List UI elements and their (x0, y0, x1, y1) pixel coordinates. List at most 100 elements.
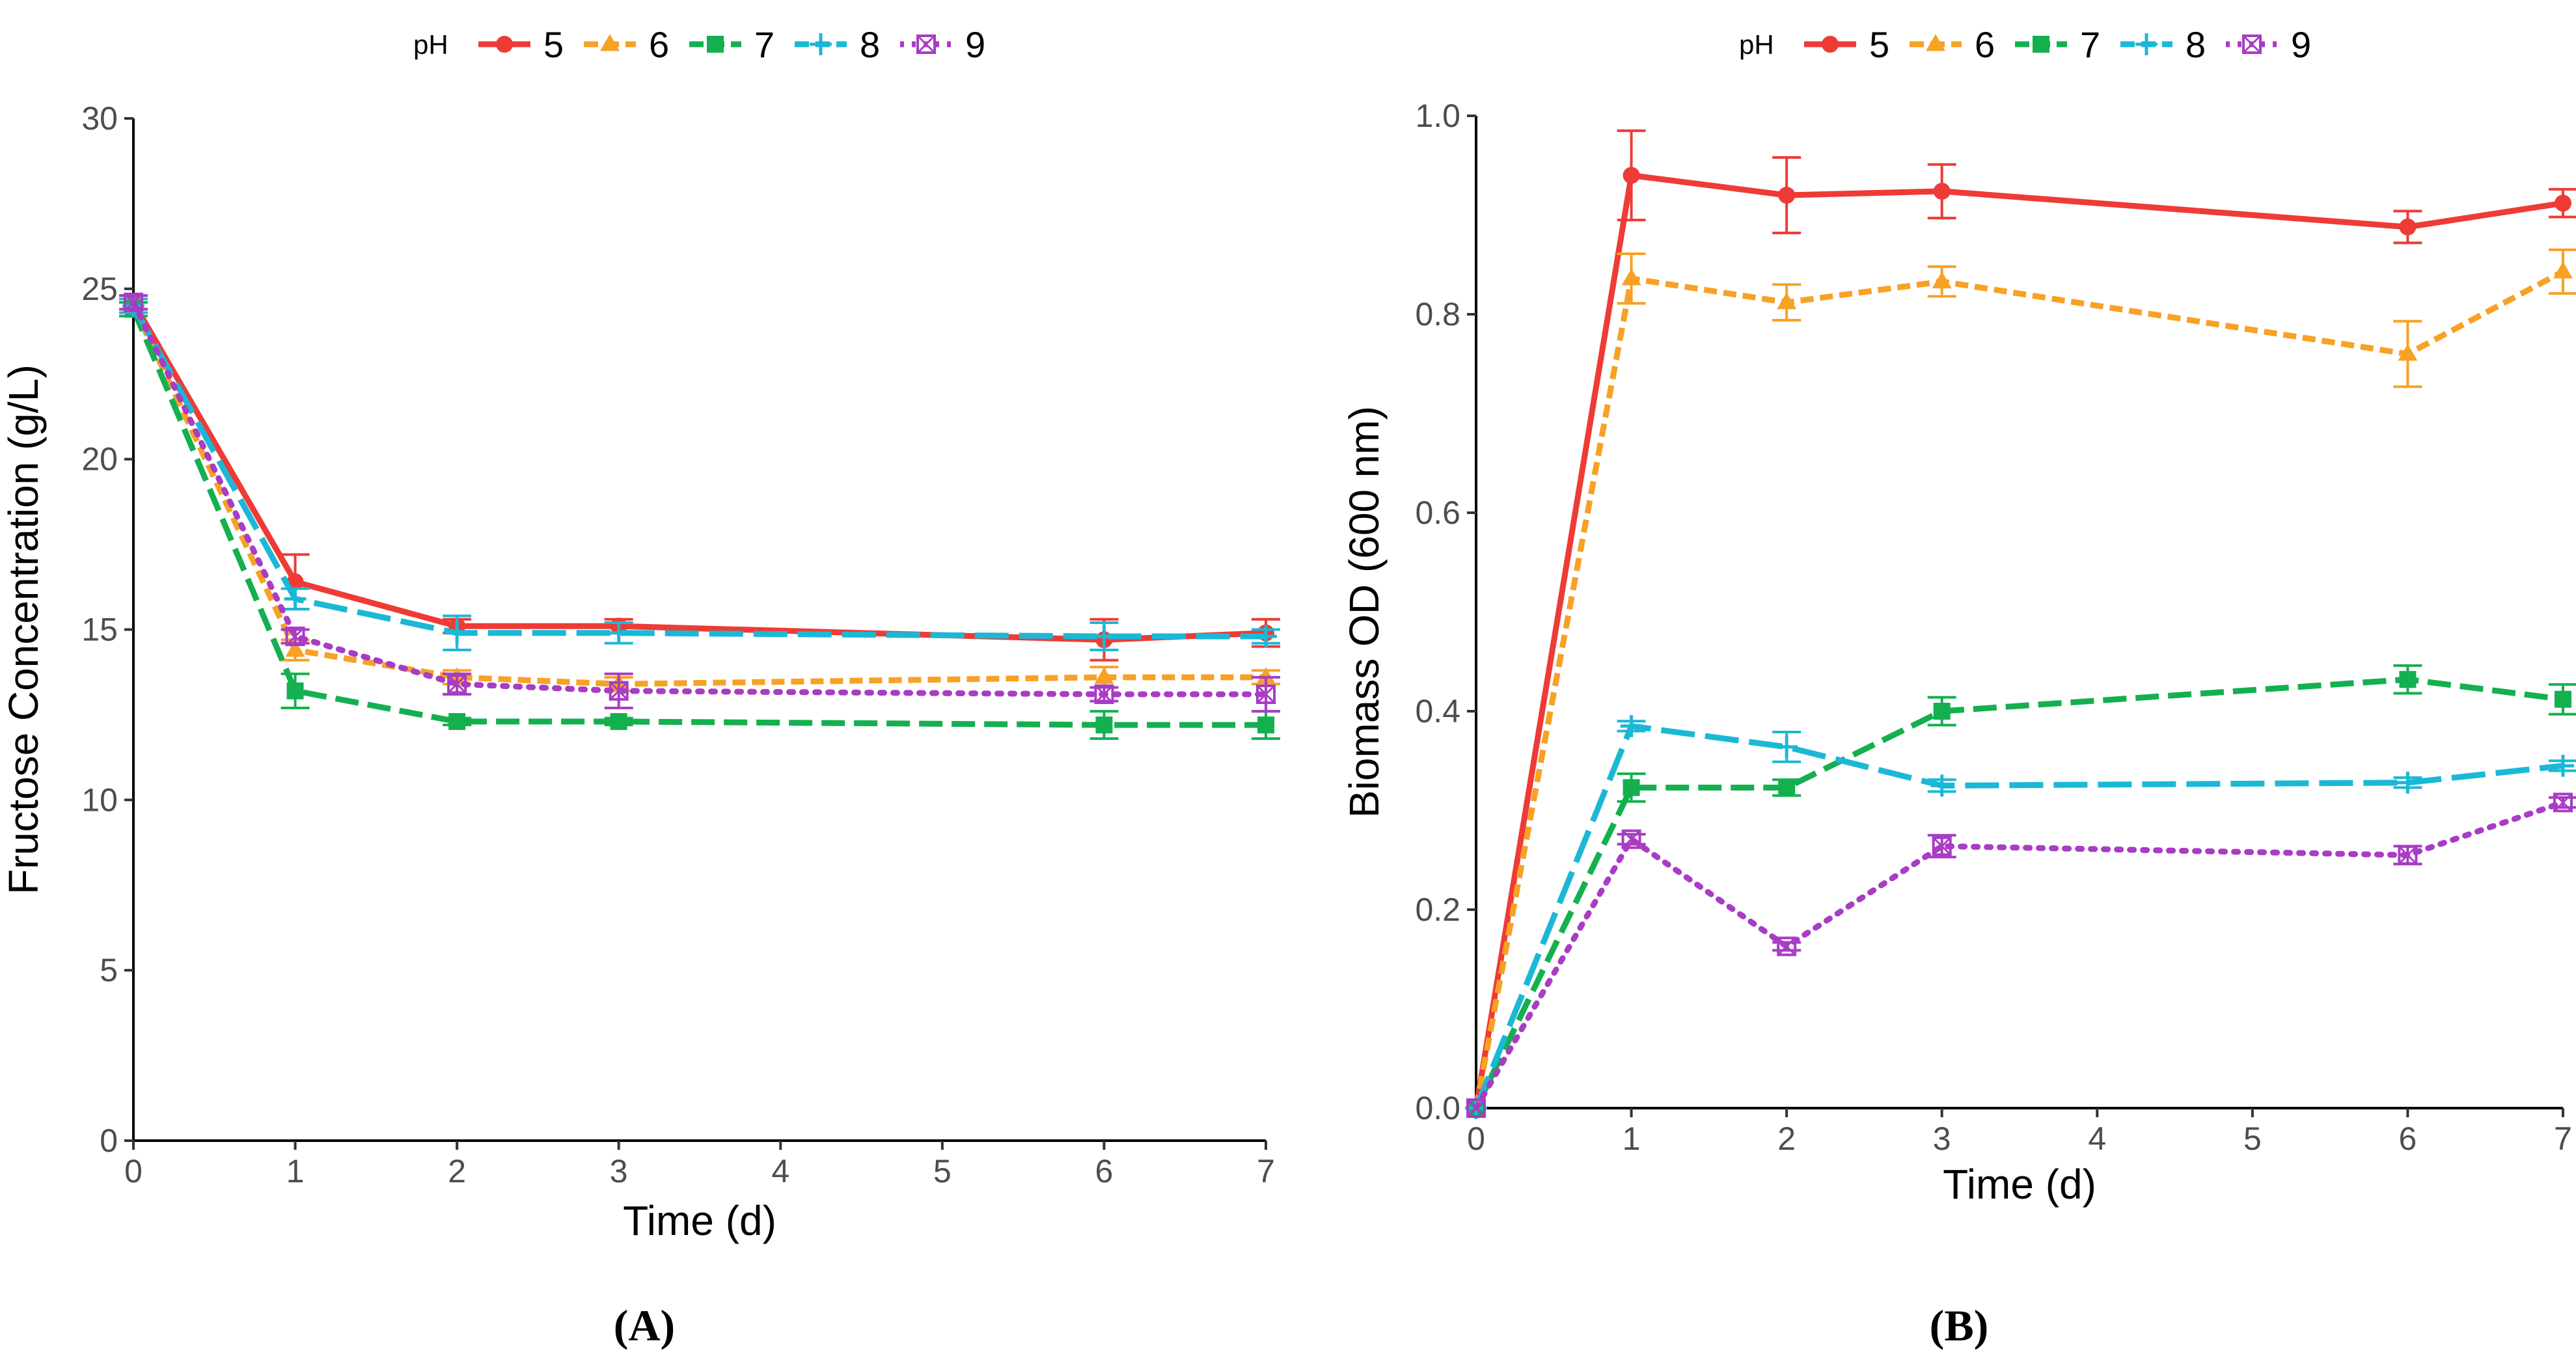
data-point-ph-9 (609, 681, 629, 701)
legend-item-ph-8: 8 (795, 24, 880, 65)
series-line-ph-8 (131, 304, 1266, 640)
data-point-ph-8 (1255, 625, 1277, 647)
panel-label: (A) (614, 1301, 675, 1350)
legend-item-ph-6: 6 (584, 24, 669, 65)
data-point-ph-7 (2555, 690, 2571, 708)
legend-label: 9 (2291, 24, 2311, 65)
x-tick-label: 2 (448, 1153, 466, 1189)
data-point-ph-8 (1930, 774, 1953, 797)
data-point-ph-5 (1933, 182, 1951, 200)
data-point-ph-7 (1778, 779, 1796, 796)
data-point-ph-9 (285, 626, 305, 646)
x-tick-label: 7 (1257, 1153, 1275, 1189)
panel-label: (B) (1930, 1301, 1989, 1350)
data-point-ph-6 (2553, 261, 2573, 278)
x-tick-label: 4 (771, 1153, 789, 1189)
x-tick-label: 0 (1467, 1120, 1485, 1157)
legend: pH 5 6 7 8 9 (1739, 24, 2311, 65)
y-tick-label: 0.2 (1415, 891, 1460, 928)
data-point-ph-8 (1620, 714, 1643, 737)
data-point-ph-5 (2555, 195, 2571, 212)
series-line-ph-7 (130, 308, 1266, 728)
legend-key-marker (1822, 36, 1839, 53)
legend-label: 7 (2080, 24, 2100, 65)
data-point-ph-6 (2398, 344, 2418, 361)
data-point-ph-6 (1932, 271, 1952, 289)
series-line-ph-9 (1473, 799, 2566, 1111)
legend-key-marker (2033, 36, 2049, 53)
data-point-ph-8 (2552, 754, 2574, 777)
x-tick-label: 6 (1095, 1153, 1114, 1189)
x-axis-title: Time (d) (1943, 1161, 2096, 1208)
data-point-ph-6 (1777, 292, 1797, 310)
legend-label: 8 (2185, 24, 2206, 65)
data-point-ph-5 (1623, 167, 1640, 184)
series-ph-5 (1468, 129, 2576, 1117)
x-axis-title: Time (d) (623, 1197, 776, 1244)
y-tick-label: 30 (81, 100, 118, 137)
data-point-ph-9 (2398, 845, 2418, 865)
data-point-ph-9 (1094, 684, 1114, 704)
legend-item-ph-9: 9 (2226, 24, 2311, 65)
data-point-ph-7 (2399, 671, 2417, 688)
y-tick-label: 25 (81, 271, 118, 307)
legend-key-marker (810, 33, 832, 55)
series-ph-6 (1466, 248, 2576, 1115)
series-ph-7 (1468, 664, 2576, 1117)
y-tick-label: 10 (81, 781, 118, 818)
legend: pH 5 6 7 8 9 (413, 24, 985, 65)
legend-label: 7 (754, 24, 774, 65)
data-point-ph-6 (1094, 667, 1114, 685)
y-tick-label: 15 (81, 612, 118, 648)
data-point-ph-9 (1466, 1098, 1486, 1118)
data-point-ph-7 (1257, 716, 1274, 734)
legend-title: pH (1739, 29, 1774, 60)
x-tick-label: 4 (2088, 1120, 2106, 1157)
legend-label: 5 (543, 24, 564, 65)
legend-item-ph-9: 9 (900, 24, 985, 65)
legend-key-marker (600, 34, 620, 51)
legend-key-marker (1926, 34, 1945, 51)
y-tick-label: 0.0 (1415, 1090, 1460, 1126)
series-ph-9 (119, 292, 1280, 713)
legend-label: 9 (965, 24, 985, 65)
legend-label: 5 (1869, 24, 1889, 65)
legend-label: 6 (1975, 24, 1995, 65)
series-ph-9 (1466, 793, 2576, 1118)
x-tick-label: 6 (2399, 1120, 2417, 1157)
data-point-ph-7 (1623, 779, 1640, 796)
legend-key-marker (707, 36, 724, 53)
x-tick-label: 3 (610, 1153, 628, 1189)
data-point-ph-7 (1095, 716, 1113, 734)
x-tick-label: 3 (1933, 1120, 1951, 1157)
data-point-ph-9 (124, 292, 143, 312)
x-tick-label: 7 (2554, 1120, 2572, 1157)
series-ph-5 (119, 293, 1280, 662)
legend-label: 8 (860, 24, 880, 65)
legend-item-ph-8: 8 (2120, 24, 2206, 65)
y-tick-label: 5 (100, 952, 118, 988)
x-tick-label: 1 (1623, 1120, 1641, 1157)
data-point-ph-8 (607, 621, 630, 644)
series-ph-8 (119, 295, 1280, 651)
data-point-ph-5 (2399, 218, 2417, 236)
legend-item-ph-7: 7 (2015, 24, 2100, 65)
legend-item-ph-5: 5 (478, 24, 564, 65)
x-tick-label: 5 (2243, 1120, 2262, 1157)
series-line-ph-7 (1473, 676, 2564, 1109)
y-tick-label: 0.6 (1415, 495, 1460, 531)
y-tick-label: 0.8 (1415, 296, 1460, 333)
legend-key-marker (496, 36, 513, 53)
data-point-ph-8 (2396, 771, 2419, 794)
panel-b: 0 1 2 3 4 5 6 7 0.0 0.2 0.4 0.6 0.8 1.0 Time (d) Biomas… (1341, 24, 2576, 1350)
y-axis-title: Biomass OD (600 nm) (1341, 406, 1388, 818)
data-point-ph-9 (1621, 829, 1641, 849)
data-point-ph-9 (1777, 936, 1797, 957)
series-line-ph-9 (130, 299, 1269, 698)
data-point-ph-7 (1933, 703, 1951, 720)
y-tick-label: 0 (100, 1122, 118, 1159)
data-point-ph-5 (1778, 187, 1796, 204)
y-axis-title: Fructose Concentration (g/L) (0, 364, 47, 895)
data-point-ph-8 (284, 588, 307, 610)
